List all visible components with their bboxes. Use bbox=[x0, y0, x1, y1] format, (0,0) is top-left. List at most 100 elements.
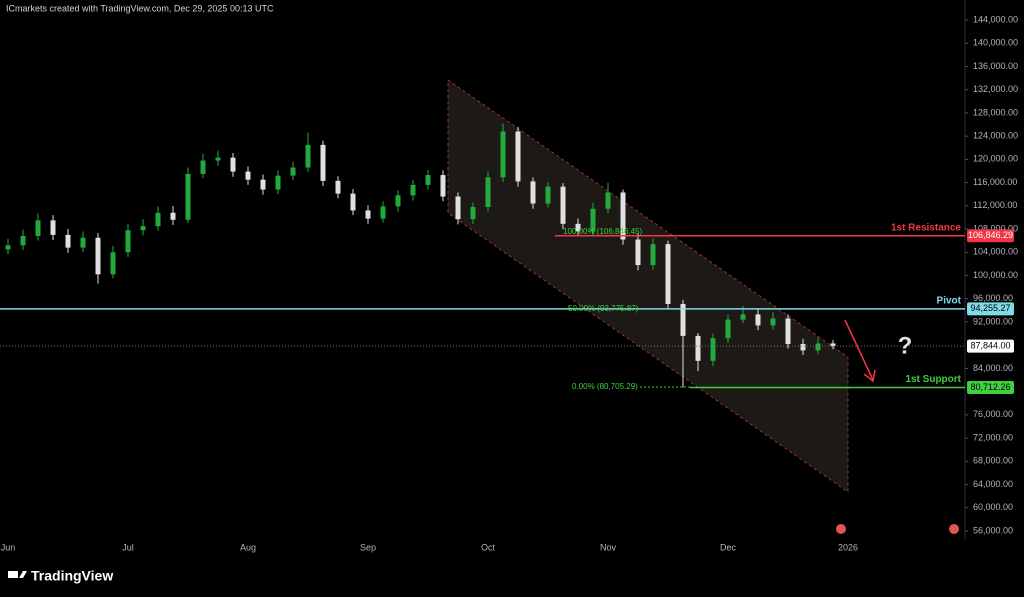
level-box bbox=[967, 302, 1014, 316]
candle-body bbox=[785, 318, 791, 345]
arrow bbox=[844, 319, 874, 381]
candle-body bbox=[230, 157, 236, 172]
fib-label: 50.00% (93,775.87) bbox=[568, 304, 639, 313]
x-tick-label: Jun bbox=[1, 542, 16, 552]
y-tick-label: 132,000.00 bbox=[973, 84, 1018, 94]
candle-body bbox=[80, 237, 86, 248]
candle-body bbox=[245, 171, 251, 180]
y-tick-label: 84,000.00 bbox=[973, 363, 1013, 373]
candle-body bbox=[485, 177, 491, 207]
flag-icon bbox=[836, 524, 846, 534]
candle-body bbox=[110, 252, 116, 275]
candle-body bbox=[320, 144, 326, 181]
candle-body bbox=[20, 236, 26, 246]
candle-body bbox=[65, 234, 71, 248]
candle-body bbox=[455, 196, 461, 220]
candle-body bbox=[215, 157, 221, 161]
flag-icon bbox=[949, 524, 959, 534]
candle-body bbox=[770, 318, 776, 326]
candle-body bbox=[680, 303, 686, 336]
last-price-label: 87,844.00 bbox=[970, 340, 1010, 350]
y-tick-label: 124,000.00 bbox=[973, 131, 1018, 141]
candle-body bbox=[50, 220, 56, 235]
y-tick-label: 100,000.00 bbox=[973, 270, 1018, 280]
candle-body bbox=[695, 335, 701, 361]
candle-body bbox=[440, 175, 446, 197]
candle-body bbox=[95, 237, 101, 275]
y-tick-label: 76,000.00 bbox=[973, 409, 1013, 419]
candle-body bbox=[125, 230, 131, 253]
x-tick-label: Aug bbox=[240, 542, 256, 552]
candle-body bbox=[755, 314, 761, 326]
y-tick-label: 108,000.00 bbox=[973, 223, 1018, 233]
price-channel bbox=[447, 79, 849, 493]
y-tick-label: 56,000.00 bbox=[973, 525, 1013, 535]
candle-body bbox=[305, 144, 311, 168]
fib-label: 100.00% (106,846.45) bbox=[563, 227, 643, 236]
y-tick-label: 116,000.00 bbox=[973, 177, 1017, 187]
level-value: 94,255.27 bbox=[970, 303, 1010, 313]
y-tick-label: 64,000.00 bbox=[973, 479, 1013, 489]
candle-body bbox=[155, 212, 161, 227]
y-tick-label: 96,000.00 bbox=[973, 293, 1013, 303]
y-tick-label: 104,000.00 bbox=[973, 247, 1018, 257]
candle-body bbox=[830, 343, 836, 347]
candle-body bbox=[575, 223, 581, 232]
candle-body bbox=[605, 192, 611, 209]
candle-body bbox=[35, 220, 41, 237]
candle-body bbox=[410, 184, 416, 196]
level-name: 1st Resistance bbox=[891, 222, 961, 233]
candle-body bbox=[650, 244, 656, 266]
candle-body bbox=[665, 244, 671, 304]
header: ICmarkets created with TradingView.com, … bbox=[6, 3, 274, 13]
candle-body bbox=[800, 344, 806, 351]
candle-body bbox=[365, 210, 371, 219]
last-price-box bbox=[967, 339, 1014, 353]
candle-body bbox=[425, 175, 431, 185]
level-name: 1st Support bbox=[905, 374, 961, 385]
candle-body bbox=[395, 195, 401, 207]
candle-body bbox=[185, 173, 191, 220]
y-tick-label: 136,000.00 bbox=[973, 61, 1018, 71]
level-name: Pivot bbox=[937, 295, 962, 306]
x-tick-label: Nov bbox=[600, 542, 617, 552]
candle-body bbox=[350, 193, 356, 211]
y-tick-label: 120,000.00 bbox=[973, 154, 1018, 164]
candle-body bbox=[140, 226, 146, 231]
candle-body bbox=[635, 239, 641, 266]
y-tick-label: 72,000.00 bbox=[973, 432, 1013, 442]
x-tick-label: Oct bbox=[481, 542, 496, 552]
candle-body bbox=[545, 186, 551, 204]
y-tick-label: 60,000.00 bbox=[973, 502, 1013, 512]
fib-label: 0.00% (80,705.29) bbox=[572, 382, 638, 391]
candle-body bbox=[170, 212, 176, 220]
y-tick-label: 92,000.00 bbox=[973, 316, 1013, 326]
candle-body bbox=[710, 338, 716, 361]
level-box bbox=[967, 229, 1014, 243]
y-tick-label: 128,000.00 bbox=[973, 107, 1018, 117]
level-value: 80,712.26 bbox=[970, 382, 1010, 392]
candle-body bbox=[815, 343, 821, 351]
candle-body bbox=[725, 319, 731, 339]
candle-body bbox=[560, 186, 566, 224]
level-box bbox=[967, 380, 1014, 394]
candle-body bbox=[620, 192, 626, 240]
arrow-head bbox=[863, 369, 876, 383]
candle-body bbox=[740, 314, 746, 320]
y-tick-label: 112,000.00 bbox=[973, 200, 1017, 210]
candle-body bbox=[260, 179, 266, 190]
candle-body bbox=[290, 167, 296, 176]
x-tick-label: 2026 bbox=[838, 542, 858, 552]
candle-body bbox=[530, 181, 536, 204]
x-tick-label: Dec bbox=[720, 542, 737, 552]
candle-body bbox=[5, 245, 11, 250]
brand: TradingView bbox=[31, 568, 113, 584]
question-mark: ? bbox=[898, 332, 913, 359]
level-value: 106,846.29 bbox=[968, 230, 1013, 240]
y-tick-label: 144,000.00 bbox=[973, 14, 1018, 24]
y-tick-label: 140,000.00 bbox=[973, 38, 1018, 48]
x-tick-label: Jul bbox=[122, 542, 134, 552]
candle-body bbox=[200, 160, 206, 174]
candle-body bbox=[515, 131, 521, 182]
candle-body bbox=[275, 175, 281, 190]
